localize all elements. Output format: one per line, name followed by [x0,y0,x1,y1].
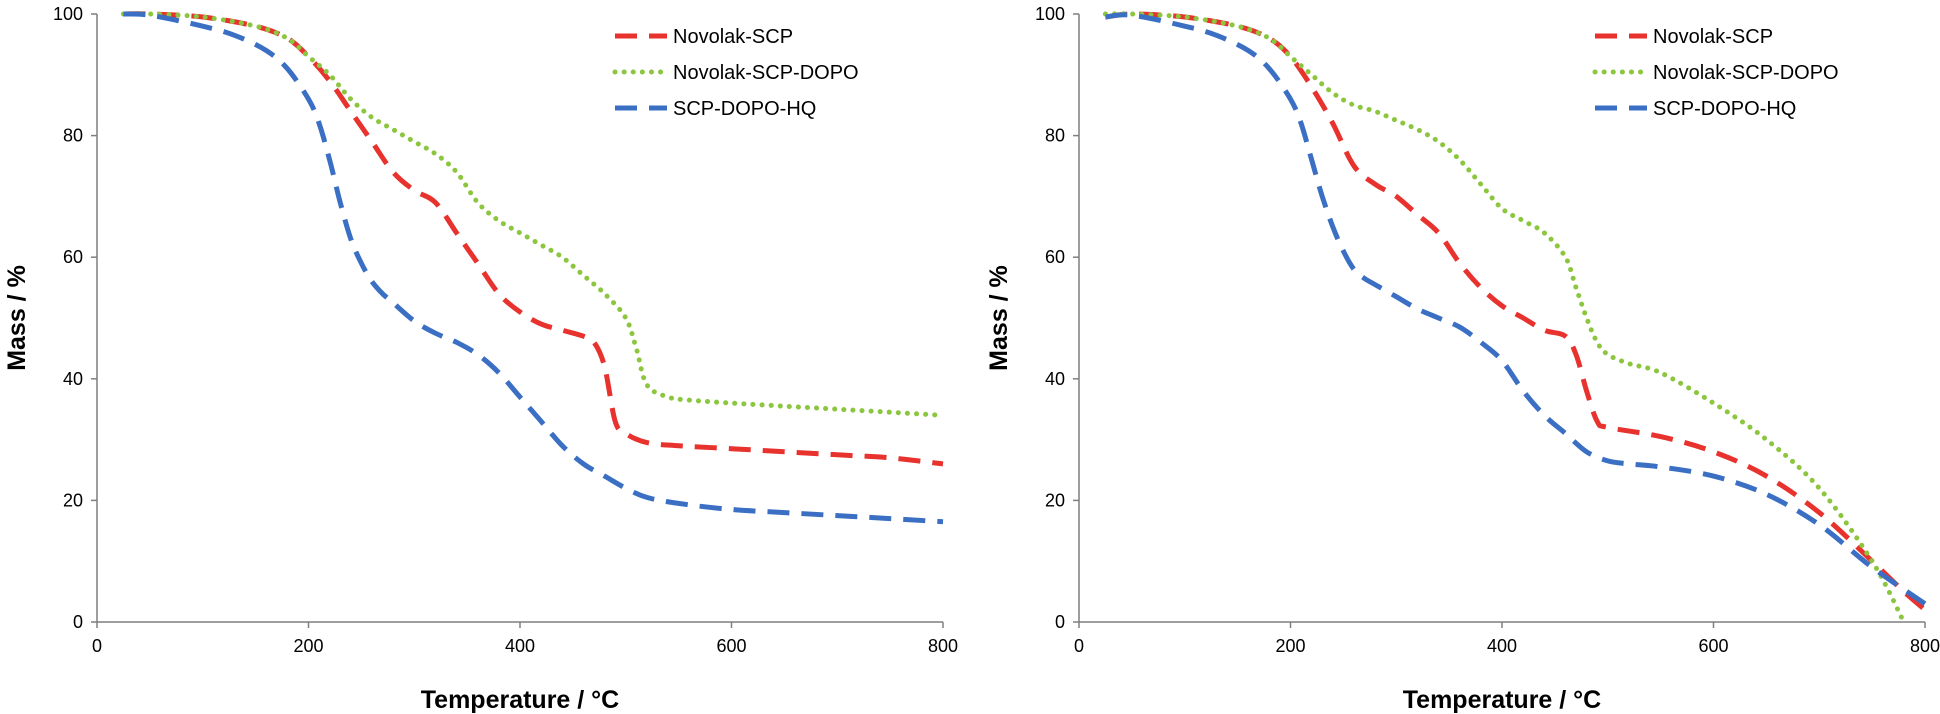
x-tick-label: 400 [505,636,535,656]
y-tick-label: 20 [1045,490,1065,510]
x-tick-label: 0 [1074,636,1084,656]
x-axis-title: Temperature / °C [421,686,619,714]
series-line-novolak-scp-dopo [120,11,946,418]
y-tick-label: 40 [1045,369,1065,389]
x-tick-label: 600 [716,636,746,656]
y-tick-label: 0 [73,612,83,632]
x-tick-label: 200 [1275,636,1305,656]
y-axis-title: Mass / % [3,265,31,371]
legend-label-scp-dopo-hq: SCP-DOPO-HQ [1653,98,1796,120]
x-axis-title: Temperature / °C [1403,686,1601,714]
series-line-scp-dopo-hq [123,11,944,525]
series-line-novolak-scp [1105,11,1927,612]
y-tick-label: 80 [63,126,83,146]
y-axis-title: Mass / % [985,265,1013,371]
chart-right: 0 20 40 60 80 100 0 200 400 600 800 Temperature / °… [985,4,1940,714]
y-tick-label: 60 [1045,247,1065,267]
legend-label-scp-dopo-hq: SCP-DOPO-HQ [673,98,816,120]
x-tick-label: 200 [293,636,323,656]
x-tick-label: 400 [1487,636,1517,656]
y-tick-label: 100 [53,4,83,24]
series-line-novolak-scp-dopo [1102,11,1907,625]
x-tick-label: 0 [92,636,102,656]
y-tick-label: 20 [63,490,83,510]
x-tick-label: 800 [928,636,958,656]
y-tick-label: 0 [1055,612,1065,632]
series-line-novolak-scp [123,11,944,467]
x-tick-label: 800 [1910,636,1940,656]
y-tick-label: 80 [1045,126,1065,146]
legend-label-novolak-scp-dopo: Novolak-SCP-DOPO [673,62,859,84]
legend-label-novolak-scp: Novolak-SCP [1653,26,1773,48]
y-tick-label: 100 [1035,4,1065,24]
y-tick-label: 60 [63,247,83,267]
series-line-scp-dopo-hq [1105,12,1927,606]
y-tick-label: 40 [63,369,83,389]
x-tick-label: 600 [1698,636,1728,656]
chart-left: 0 20 40 60 80 100 0 200 400 600 800 Temperature / °… [3,4,958,714]
legend-label-novolak-scp-dopo: Novolak-SCP-DOPO [1653,62,1839,84]
legend-label-novolak-scp: Novolak-SCP [673,26,793,48]
